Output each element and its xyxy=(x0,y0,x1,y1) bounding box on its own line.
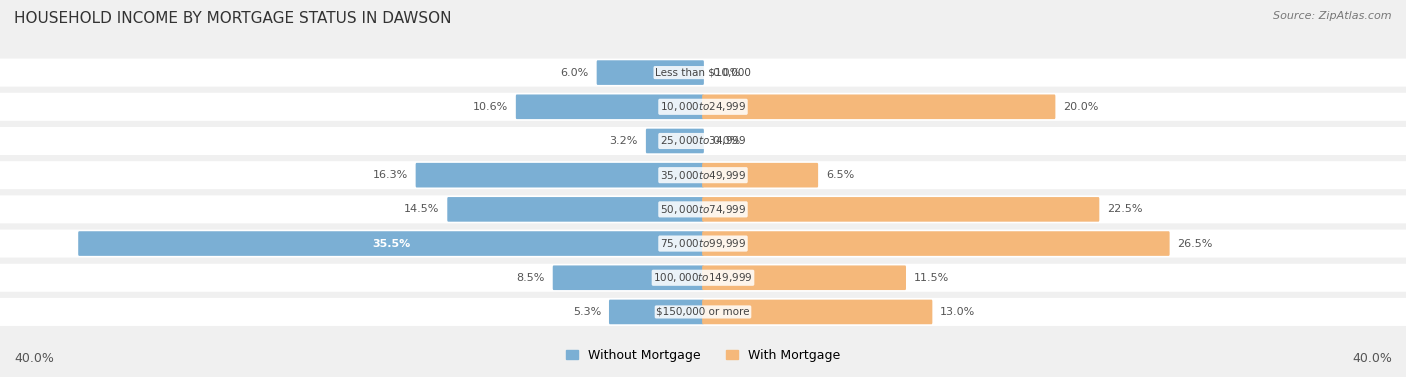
Text: $150,000 or more: $150,000 or more xyxy=(657,307,749,317)
FancyBboxPatch shape xyxy=(0,195,1406,224)
FancyBboxPatch shape xyxy=(596,60,704,85)
Text: 13.0%: 13.0% xyxy=(941,307,976,317)
Text: $25,000 to $34,999: $25,000 to $34,999 xyxy=(659,135,747,147)
Text: 10.6%: 10.6% xyxy=(472,102,508,112)
Text: 40.0%: 40.0% xyxy=(14,352,53,365)
Text: Source: ZipAtlas.com: Source: ZipAtlas.com xyxy=(1274,11,1392,21)
Text: 16.3%: 16.3% xyxy=(373,170,408,180)
Text: Less than $10,000: Less than $10,000 xyxy=(655,67,751,78)
Text: $10,000 to $24,999: $10,000 to $24,999 xyxy=(659,100,747,113)
FancyBboxPatch shape xyxy=(702,265,905,290)
FancyBboxPatch shape xyxy=(416,163,704,187)
Text: 26.5%: 26.5% xyxy=(1178,239,1213,248)
Text: 40.0%: 40.0% xyxy=(1353,352,1392,365)
FancyBboxPatch shape xyxy=(702,231,1170,256)
FancyBboxPatch shape xyxy=(0,264,1406,292)
FancyBboxPatch shape xyxy=(553,265,704,290)
FancyBboxPatch shape xyxy=(0,58,1406,87)
FancyBboxPatch shape xyxy=(609,300,704,324)
Text: $50,000 to $74,999: $50,000 to $74,999 xyxy=(659,203,747,216)
FancyBboxPatch shape xyxy=(0,298,1406,326)
Text: 14.5%: 14.5% xyxy=(404,204,439,215)
Text: $35,000 to $49,999: $35,000 to $49,999 xyxy=(659,169,747,182)
FancyBboxPatch shape xyxy=(0,230,1406,257)
Text: 8.5%: 8.5% xyxy=(516,273,546,283)
Text: 3.2%: 3.2% xyxy=(610,136,638,146)
FancyBboxPatch shape xyxy=(79,231,704,256)
FancyBboxPatch shape xyxy=(702,163,818,187)
FancyBboxPatch shape xyxy=(0,93,1406,121)
Text: 20.0%: 20.0% xyxy=(1063,102,1098,112)
Text: 22.5%: 22.5% xyxy=(1108,204,1143,215)
Text: HOUSEHOLD INCOME BY MORTGAGE STATUS IN DAWSON: HOUSEHOLD INCOME BY MORTGAGE STATUS IN D… xyxy=(14,11,451,26)
Text: 0.0%: 0.0% xyxy=(711,67,740,78)
FancyBboxPatch shape xyxy=(447,197,704,222)
Text: 11.5%: 11.5% xyxy=(914,273,949,283)
Text: $75,000 to $99,999: $75,000 to $99,999 xyxy=(659,237,747,250)
FancyBboxPatch shape xyxy=(702,300,932,324)
Text: $100,000 to $149,999: $100,000 to $149,999 xyxy=(654,271,752,284)
FancyBboxPatch shape xyxy=(0,161,1406,189)
FancyBboxPatch shape xyxy=(516,95,704,119)
FancyBboxPatch shape xyxy=(702,95,1056,119)
FancyBboxPatch shape xyxy=(645,129,704,153)
Text: 35.5%: 35.5% xyxy=(373,239,411,248)
Text: 6.0%: 6.0% xyxy=(561,67,589,78)
FancyBboxPatch shape xyxy=(0,127,1406,155)
Text: 5.3%: 5.3% xyxy=(572,307,602,317)
FancyBboxPatch shape xyxy=(702,197,1099,222)
Text: 6.5%: 6.5% xyxy=(827,170,855,180)
Legend: Without Mortgage, With Mortgage: Without Mortgage, With Mortgage xyxy=(561,344,845,367)
Text: 0.0%: 0.0% xyxy=(711,136,740,146)
